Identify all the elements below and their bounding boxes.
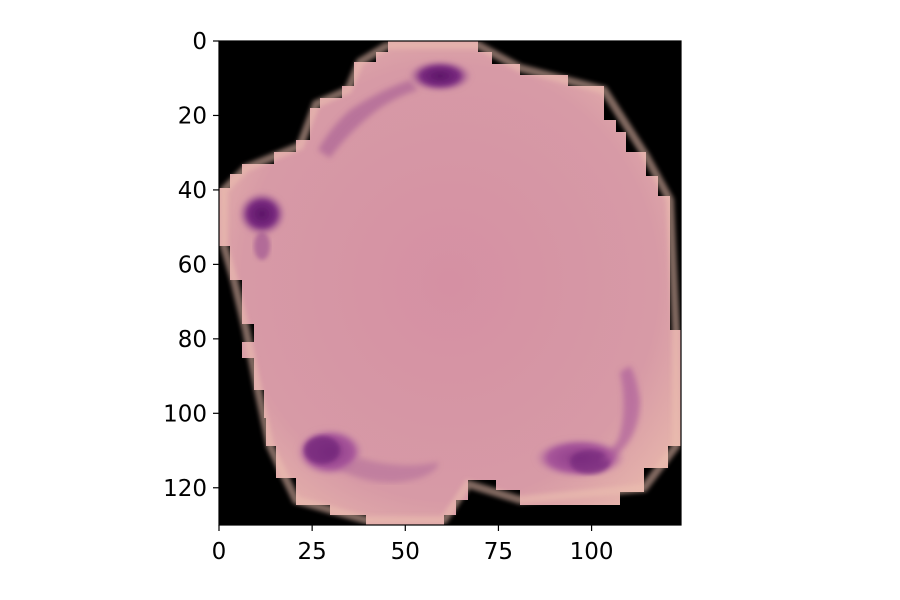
blood-cell-image <box>219 41 681 525</box>
x-axis: 0 25 50 75 100 <box>212 525 614 565</box>
y-tick-label: 20 <box>178 103 207 129</box>
y-axis: 0 20 40 60 80 100 120 <box>163 29 219 502</box>
x-tick-label: 25 <box>298 539 327 565</box>
x-tick-label: 100 <box>570 539 614 565</box>
x-tick-label: 75 <box>484 539 513 565</box>
stain-left <box>238 192 286 236</box>
x-tick-label: 0 <box>212 539 227 565</box>
y-tick-label: 40 <box>178 178 207 204</box>
y-tick-label: 60 <box>178 252 207 278</box>
y-tick-label: 120 <box>163 476 207 502</box>
image-plot-area <box>218 40 682 526</box>
y-tick-label: 100 <box>163 401 207 427</box>
y-tick-label: 0 <box>192 29 207 55</box>
blood-cell <box>219 41 681 525</box>
stain-top <box>408 60 472 92</box>
y-tick-label: 80 <box>178 327 207 353</box>
plot-frame <box>218 40 682 526</box>
x-tick-label: 50 <box>391 539 420 565</box>
